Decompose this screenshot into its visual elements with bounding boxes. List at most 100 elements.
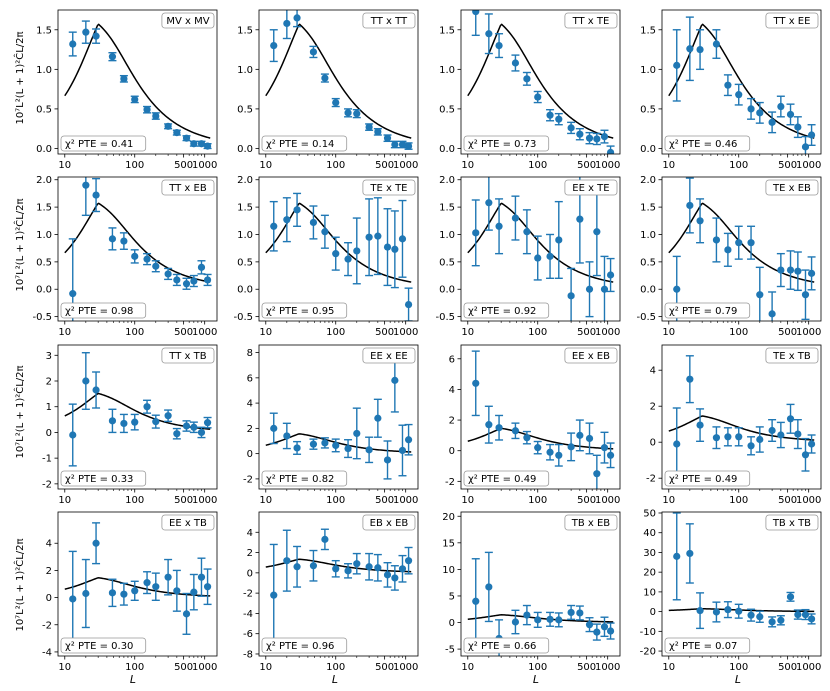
y-tick-label: 2.0 — [640, 175, 656, 186]
data-point — [485, 583, 493, 591]
data-series — [68, 522, 212, 648]
x-tick-label: 1000 — [192, 327, 217, 338]
y-tick-label: 6 — [247, 373, 253, 384]
x-tick-label: 10 — [259, 160, 272, 171]
axes-frame — [661, 344, 822, 490]
data-point — [131, 252, 139, 260]
y-tick-label: 0.5 — [237, 104, 253, 115]
y-tick-label: 4 — [46, 539, 52, 550]
pte-label: χ² PTE = 0.07 — [669, 641, 737, 652]
y-tick-label: 1 — [46, 402, 52, 413]
y-tick-label: -5 — [445, 645, 455, 656]
x-tick-label: 100 — [729, 662, 748, 673]
data-series — [471, 177, 615, 321]
y-tick-label: 2.0 — [237, 175, 253, 186]
data-point — [391, 245, 399, 253]
data-point — [131, 418, 139, 426]
data-point — [807, 131, 816, 139]
data-point — [344, 109, 352, 117]
data-series — [269, 528, 413, 647]
panel-title: MV x MV — [166, 16, 209, 27]
data-series — [471, 551, 615, 656]
y-tick-label: -2 — [243, 589, 253, 600]
x-tick-label: 10 — [461, 327, 474, 338]
axes-frame — [258, 344, 419, 490]
data-point — [152, 112, 160, 120]
y-tick-label: -8 — [243, 649, 253, 660]
data-point — [131, 587, 139, 595]
x-tick-label: 10 — [662, 327, 675, 338]
data-point — [391, 376, 399, 384]
data-point — [344, 444, 352, 453]
pte-box — [463, 302, 550, 319]
x-tick-label: 100 — [528, 662, 547, 673]
data-point — [321, 74, 329, 82]
y-tick-label: 20 — [442, 512, 455, 523]
axes-frame — [258, 176, 419, 322]
data-point — [801, 451, 810, 459]
data-point — [546, 111, 554, 119]
data-point — [120, 419, 128, 428]
data-point — [756, 291, 764, 299]
x-tick-label: 1000 — [796, 327, 821, 338]
data-point — [606, 148, 615, 154]
y-tick-label: 4 — [449, 385, 455, 396]
y-tick-label: 0.5 — [439, 104, 455, 115]
data-point — [108, 235, 117, 243]
y-tick-label: 2 — [46, 377, 52, 388]
data-point — [92, 386, 100, 394]
data-point — [696, 421, 704, 429]
data-point — [673, 61, 681, 69]
data-point — [120, 75, 128, 83]
y-tick-label: 8 — [247, 348, 253, 359]
data-series — [68, 177, 212, 321]
data-point — [92, 539, 100, 547]
data-point — [511, 427, 520, 435]
data-point — [555, 616, 563, 624]
data-point — [398, 235, 407, 243]
y-tick-label: 1.5 — [36, 25, 52, 36]
y-tick-label: 0 — [247, 568, 253, 579]
data-point — [801, 610, 810, 619]
y-tick-label: 15 — [442, 538, 455, 549]
panel-title: TE x TE — [369, 183, 407, 194]
data-point — [777, 431, 785, 439]
data-series — [269, 192, 413, 321]
y-axis-labels: 10⁷L²(L + 1)²ĈL/2π 10⁷L²(L + 1)²ĈL/2π 10… — [13, 31, 26, 631]
panel-title-box — [362, 347, 416, 364]
data-point — [546, 252, 554, 260]
x-tick-label: 500 — [375, 160, 394, 171]
data-point — [391, 574, 399, 582]
x-tick-label: 500 — [577, 662, 596, 673]
panel-title-box — [564, 347, 618, 364]
x-axis-labels: L L L L — [130, 673, 741, 686]
x-tick-label: 100 — [125, 495, 144, 506]
x-tick-label: 100 — [528, 495, 547, 506]
x-tick-label: 10 — [259, 662, 272, 673]
data-point — [534, 616, 542, 624]
axes-frame — [57, 511, 218, 657]
y-axis-label: 10⁷L²(L + 1)²ĈL/2π — [13, 365, 26, 458]
data-series — [269, 348, 413, 480]
data-point — [374, 232, 382, 240]
y-tick-label: 1.0 — [237, 65, 253, 76]
x-tick-label: 500 — [174, 327, 193, 338]
x-tick-label: 500 — [778, 160, 797, 171]
data-point — [190, 277, 198, 285]
x-tick-label: 1000 — [393, 327, 418, 338]
data-point — [270, 424, 278, 432]
x-tick-label: 1000 — [595, 495, 620, 506]
data-point — [724, 81, 732, 89]
data-point — [485, 421, 493, 429]
y-tick-label: -0.5 — [233, 312, 253, 323]
data-point — [777, 616, 785, 624]
y-tick-label: -20 — [640, 647, 656, 658]
data-point — [696, 607, 704, 615]
x-tick-label: 1000 — [796, 160, 821, 171]
data-point — [600, 132, 609, 141]
data-point — [747, 442, 755, 450]
data-point — [735, 239, 743, 247]
